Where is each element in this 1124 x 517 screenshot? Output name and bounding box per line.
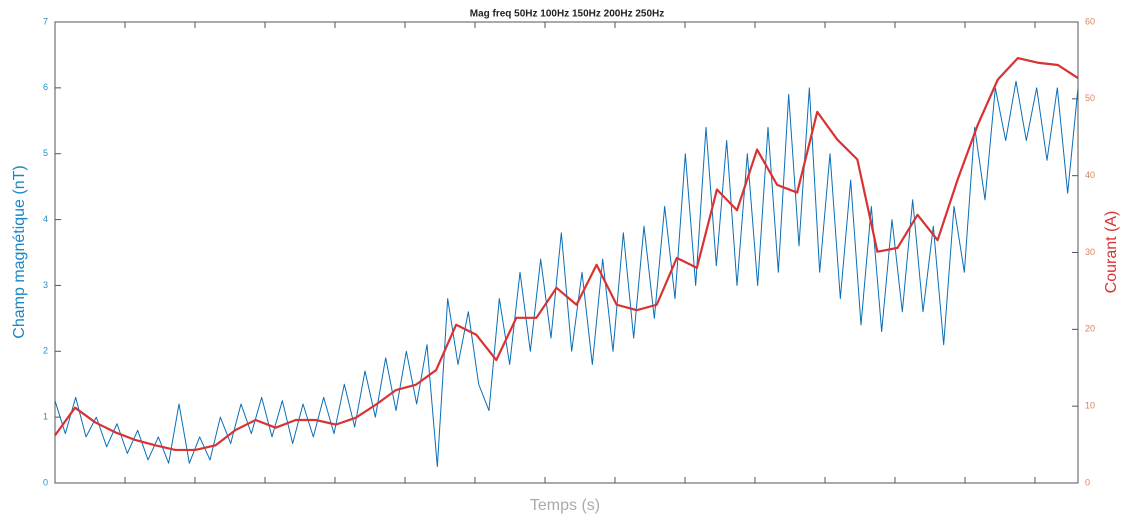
y2-tick-label: 50 [1085,93,1095,103]
y2-tick-label: 10 [1085,401,1095,411]
chart-title: Mag freq 50Hz 100Hz 150Hz 200Hz 250Hz [470,9,665,20]
y-tick-label: 4 [43,214,48,224]
y-tick-label: 3 [43,280,48,290]
y-axis-label: Champ magnétique (nT) [11,165,28,338]
y2-tick-label: 0 [1085,477,1090,487]
y-tick-label: 1 [43,412,48,422]
y-tick-label: 2 [43,346,48,356]
y-tick-label: 7 [43,16,48,26]
y-tick-label: 0 [43,477,48,487]
y2-tick-label: 40 [1085,170,1095,180]
y-tick-label: 5 [43,148,48,158]
x-tick-marks [124,22,1036,483]
y2-tick-label: 30 [1085,247,1095,257]
x-axis-label: Temps (s) [530,497,600,514]
y2-tick-label: 20 [1085,324,1095,334]
y-tick-label: 6 [43,82,48,92]
field-line [54,80,1079,468]
y2-tick-label: 60 [1085,16,1095,26]
y2-axis-label: Courant (A) [1103,211,1120,294]
current-line [54,57,1079,452]
